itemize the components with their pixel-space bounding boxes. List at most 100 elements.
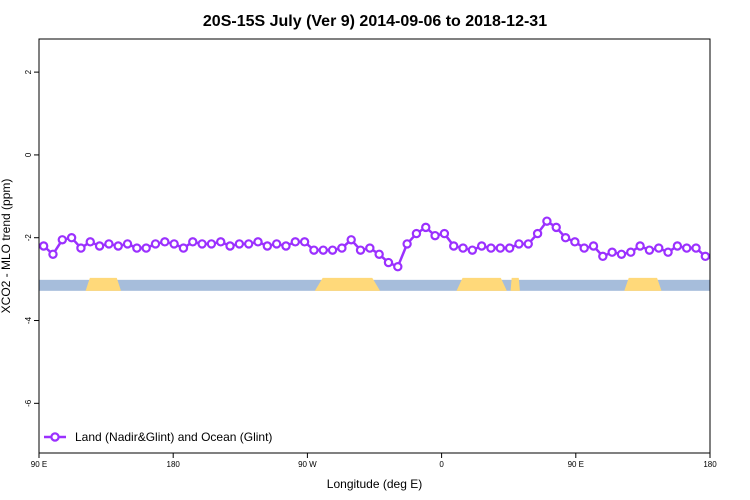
- data-point: [355, 245, 366, 255]
- data-point: [169, 239, 179, 249]
- plot-area: [39, 216, 710, 291]
- data-point: [504, 243, 515, 253]
- data-point: [253, 237, 263, 247]
- data-point: [299, 237, 310, 247]
- land-segment: [314, 277, 381, 291]
- x-tick-label: 180: [167, 460, 181, 469]
- data-point: [486, 243, 496, 253]
- data-point: [234, 239, 245, 249]
- data-point: [197, 239, 207, 249]
- data-point: [588, 241, 599, 251]
- data-point: [365, 243, 375, 253]
- data-point: [626, 247, 636, 257]
- data-point: [141, 243, 151, 253]
- data-point: [66, 233, 77, 243]
- data-point: [663, 247, 673, 257]
- data-point: [346, 235, 356, 245]
- data-point: [57, 235, 67, 245]
- land-segment: [85, 277, 122, 291]
- land-segment: [510, 277, 520, 291]
- x-tick-label: 90 E: [31, 460, 47, 469]
- data-point: [467, 245, 478, 255]
- data-point: [598, 251, 608, 262]
- data-point: [542, 216, 552, 226]
- data-point: [672, 241, 683, 251]
- data-point: [411, 228, 422, 239]
- land-segment: [624, 277, 662, 291]
- data-point: [327, 245, 338, 255]
- data-point: [430, 230, 440, 241]
- data-point: [160, 237, 170, 247]
- data-point: [271, 239, 282, 249]
- data-point: [281, 241, 291, 251]
- data-point: [206, 239, 217, 249]
- data-point: [607, 247, 617, 257]
- data-point: [94, 241, 105, 251]
- data-point: [691, 243, 701, 253]
- data-point: [402, 239, 412, 249]
- data-point: [579, 243, 589, 253]
- data-point: [337, 243, 347, 253]
- y-tick-label: -2: [24, 234, 33, 242]
- data-point: [85, 237, 95, 247]
- data-point: [439, 228, 450, 239]
- x-tick-label: 0: [439, 460, 444, 469]
- y-axis-label: XCO2 - MLO trend (ppm): [0, 179, 13, 314]
- data-point: [76, 243, 86, 253]
- data-point: [458, 243, 468, 253]
- data-point: [570, 237, 580, 247]
- data-point: [39, 241, 49, 251]
- data-point: [48, 249, 58, 259]
- data-point: [644, 245, 655, 255]
- data-point: [150, 239, 161, 249]
- legend: Land (Nadir&Glint) and Ocean (Glint): [44, 430, 272, 444]
- data-point: [523, 239, 533, 249]
- data-point: [560, 233, 571, 243]
- y-tick-label: -6: [24, 399, 33, 407]
- x-tick-label: 90 E: [568, 460, 584, 469]
- data-point: [178, 243, 189, 253]
- data-point: [383, 257, 394, 268]
- data-point: [421, 222, 431, 233]
- data-point: [113, 241, 123, 251]
- x-tick-label: 90 W: [298, 460, 317, 469]
- data-point: [616, 249, 627, 259]
- chart-title: 20S-15S July (Ver 9) 2014-09-06 to 2018-…: [203, 13, 547, 30]
- data-point: [449, 241, 459, 251]
- data-point: [635, 241, 645, 251]
- data-point: [700, 251, 710, 262]
- data-point: [532, 228, 543, 239]
- land-segment: [456, 277, 507, 291]
- data-point: [476, 241, 487, 251]
- y-tick-label: -4: [24, 316, 33, 324]
- legend-marker: [50, 432, 60, 442]
- data-point: [225, 241, 235, 251]
- y-tick-label: 0: [24, 152, 33, 157]
- data-point: [654, 243, 664, 253]
- data-point: [132, 243, 142, 253]
- data-point: [374, 249, 384, 259]
- series-line: [42, 219, 707, 269]
- legend-label: Land (Nadir&Glint) and Ocean (Glint): [75, 430, 272, 444]
- data-point: [551, 222, 561, 233]
- x-axis-label: Longitude (deg E): [327, 477, 422, 491]
- data-point: [393, 262, 403, 272]
- data-point: [122, 239, 133, 249]
- data-point: [104, 239, 114, 249]
- y-tick-label: 2: [24, 69, 33, 74]
- data-point: [318, 245, 328, 255]
- data-point: [309, 245, 319, 255]
- plot-frame: [38, 38, 711, 454]
- data-point: [682, 243, 692, 253]
- data-point: [290, 237, 300, 247]
- x-axis: 90 E 180 90 W 0 90 E 180: [31, 453, 717, 469]
- data-point: [216, 237, 226, 247]
- x-tick-label: 180: [703, 460, 717, 469]
- data-point: [243, 239, 254, 249]
- data-point: [262, 241, 273, 251]
- data-point: [188, 237, 198, 247]
- data-point: [495, 243, 506, 253]
- data-point: [514, 239, 524, 249]
- y-axis: 2 0 -2 -4 -6: [24, 69, 39, 407]
